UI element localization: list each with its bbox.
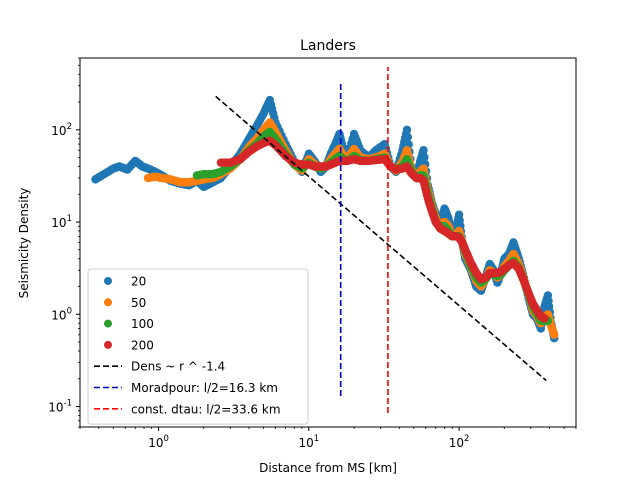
legend-label: Moradpour: l/2=16.3 km: [131, 381, 278, 395]
legend-item: 50: [104, 296, 146, 310]
series-200: [216, 136, 549, 323]
data-point: [420, 153, 429, 162]
data-point: [403, 132, 413, 142]
data-point: [550, 330, 559, 339]
y-tick-label: 100: [51, 306, 72, 322]
y-tick-label: 10-1: [48, 399, 72, 415]
x-tick-label: 102: [449, 434, 470, 450]
data-point: [402, 125, 412, 134]
legend-item: Moradpour: l/2=16.3 km: [94, 381, 278, 395]
legend-item: 100: [104, 317, 154, 331]
legend-marker: [104, 340, 112, 349]
x-axis-label: Distance from MS [km]: [259, 461, 397, 475]
legend-item: const. dtau: l/2=33.6 km: [94, 402, 281, 416]
x-tick-label: 101: [298, 434, 319, 450]
x-tick-label: 100: [148, 434, 169, 450]
legend-marker: [104, 298, 112, 307]
data-point: [540, 314, 549, 323]
y-axis-label: Seismicity Density: [17, 188, 31, 299]
y-tick-label: 102: [51, 122, 72, 138]
y-tick-label: 101: [51, 214, 72, 230]
legend-item: 200: [104, 338, 154, 352]
legend-item: Dens ~ r ^ -1.4: [94, 360, 225, 374]
legend-marker: [104, 319, 112, 328]
legend-label: const. dtau: l/2=33.6 km: [131, 402, 281, 416]
legend-marker: [104, 277, 112, 285]
legend-item: 20: [104, 275, 146, 289]
data-point: [419, 146, 428, 155]
legend-label: Dens ~ r ^ -1.4: [131, 360, 225, 374]
chart-title: Landers: [300, 38, 356, 54]
legend-label: 50: [131, 296, 146, 310]
legend-label: 200: [131, 338, 154, 352]
legend-label: 20: [131, 275, 146, 289]
legend: 20 50 100 200 Dens ~ r ^ -1.4 Moradpour: l/2=…: [87, 268, 309, 425]
legend-box: [87, 268, 309, 425]
fit-line: [215, 95, 547, 382]
legend-label: 100: [131, 317, 154, 331]
